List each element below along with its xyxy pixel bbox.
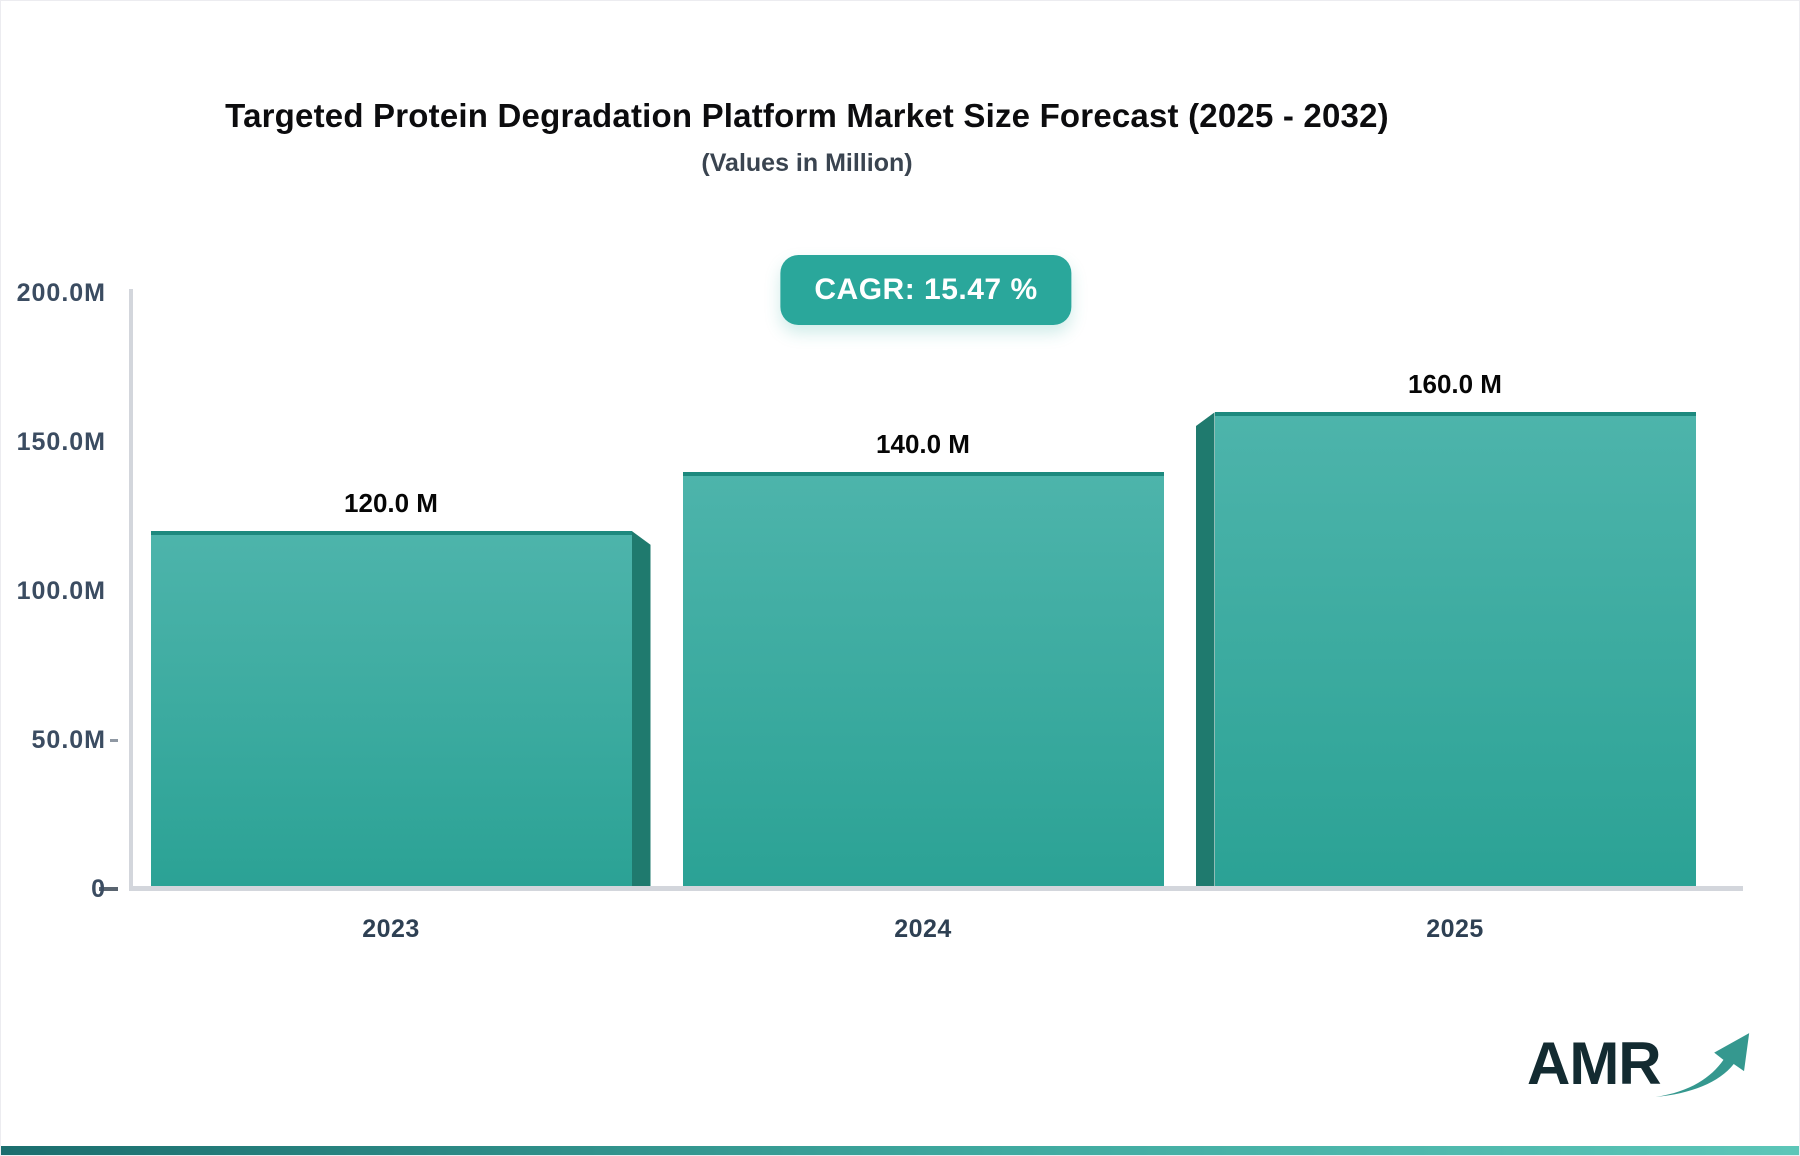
y-tick-label: 50.0M	[31, 726, 106, 754]
bar-side-panel-right	[631, 530, 651, 886]
x-tick-label: 2025	[1426, 915, 1484, 943]
bar-value-label: 160.0 M	[1408, 369, 1502, 400]
y-tick-label: 200.0M	[16, 279, 106, 307]
amr-logo: AMR	[1527, 1033, 1759, 1101]
bar-2025	[1214, 412, 1696, 886]
amr-logo-text: AMR	[1527, 1030, 1662, 1097]
cagr-badge-label: CAGR: 15.47 %	[814, 273, 1038, 306]
y-tick-label: 150.0M	[16, 428, 106, 456]
chart-title: Targeted Protein Degradation Platform Ma…	[225, 97, 1389, 134]
bar-value-label: 120.0 M	[344, 487, 438, 518]
y-axis-line	[129, 289, 133, 891]
bar-value-label: 140.0 M	[876, 428, 970, 459]
x-tick-label: 2023	[362, 915, 420, 943]
y-tick-label: 100.0M	[16, 577, 106, 605]
cagr-badge: CAGR: 15.47 %	[780, 255, 1072, 325]
footer-accent-strip	[1, 1146, 1799, 1155]
x-tick-label: 2024	[894, 915, 952, 943]
growth-arrow-icon	[1655, 1033, 1749, 1097]
bar-2024	[682, 471, 1164, 886]
chart-subtitle: (Values in Million)	[701, 149, 913, 177]
y-tick-mark-50	[110, 739, 118, 742]
bar-2023	[150, 530, 632, 886]
x-axis-line	[129, 886, 1743, 891]
y-tick-mark-0	[99, 887, 118, 891]
bar-side-panel-left	[1195, 412, 1215, 886]
y-tick-label: 0	[91, 875, 106, 903]
